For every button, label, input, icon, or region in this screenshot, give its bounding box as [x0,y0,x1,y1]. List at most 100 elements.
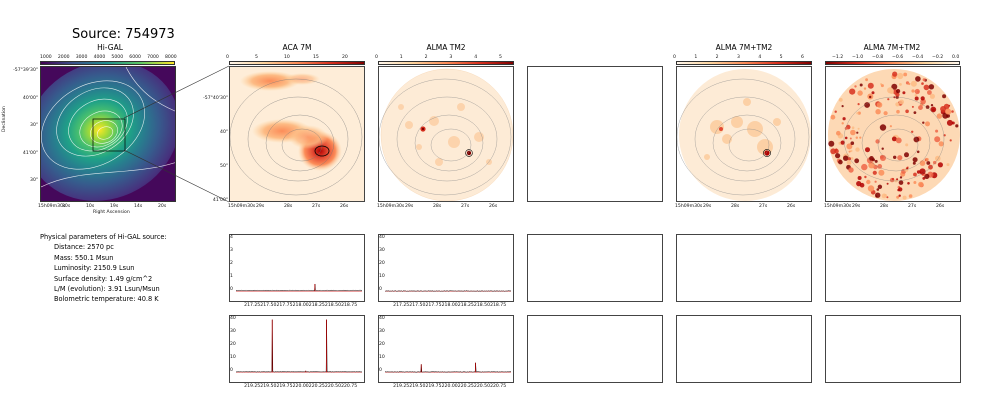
ra-tick-label: 27s [908,204,917,209]
residual-blob [895,137,902,144]
residual-blob [848,167,854,173]
colorbar-tick-label: 1 [399,55,403,60]
colorbar-tick-label: 7000 [147,55,159,60]
residual-blob [854,85,857,88]
physical-params: Physical parameters of Hi-GAL source: Di… [40,232,167,305]
residual-blob [902,91,906,95]
spectrum-almatm2-spw1 [378,234,514,302]
colorbar-tick-label: 0.0 [952,55,960,60]
dec-tick-label: 41'00" [212,198,228,203]
residual-blob [887,87,894,94]
residual-blob [877,184,883,189]
spectrum-y-tick-label: 10 [379,274,385,280]
residual-blob [930,106,937,113]
colorbar-tick-label: 10 [284,55,290,60]
alma7mtm2-title: ALMA 7M+TM2 [715,43,773,52]
residual-blob [911,105,914,108]
residual-blob [846,143,853,150]
spectrum-line [384,362,512,373]
spectrum-x-tick-label: 218.75 [341,303,358,308]
residual-blob [913,136,920,143]
residual-blob [891,136,897,142]
residual-blob [898,180,904,185]
residual-blob [935,129,939,133]
spectrum-x-tick-label: 220.00 [441,384,458,389]
residual-blob [918,105,923,110]
residual-blob [922,78,926,82]
ra-tick-label: 27s [312,204,321,209]
colorbar-tick-label: 0 [375,55,378,60]
spectrum-y-tick-label: 0 [379,368,382,374]
residual-blob [871,91,875,95]
spectrum-x-tick-label: 219.75 [276,384,293,389]
residual-blob [834,110,837,113]
residual-blob [874,159,878,163]
alma7mtm2-colorbar [676,61,812,65]
residual-blob [897,72,904,80]
param-lm-evolution: L/M (evolution): 3.91 Lsun/Msun [54,285,160,294]
residual-blob [919,168,926,175]
almatm2-title: ALMA TM2 [426,43,466,52]
higal-xlabel: Right Ascension [93,210,130,215]
ra-tick-label: 29s [703,204,712,209]
spectrum-y-tick-label: 20 [379,342,385,348]
residual-blob [877,164,883,169]
ra-tick-label: 15h09m30s [228,204,256,209]
residual-blob [857,176,862,180]
higal-ylabel: Declination [2,106,7,132]
colorbar-tick-label: 0 [673,55,676,60]
colorbar-tick-label: 2000 [57,55,70,60]
ra-tick-label: 29s [405,204,414,209]
higal-image [40,66,176,202]
residual-blob [867,82,874,89]
residual-blob [849,88,856,95]
residual-blob [908,82,911,86]
spectrum-x-tick-label: 218.25 [308,303,325,308]
residual-blob [922,121,925,124]
spectrum-x-tick-label: 217.75 [276,303,293,308]
residual-blob [869,156,874,161]
residual-blob [857,90,863,96]
spectrum-x-tick-label: 220.75 [341,384,358,389]
spectrum-y-tick-label: 0 [230,287,233,293]
colorbar-tick-label: 3 [737,55,740,60]
empty-image-panel [527,66,663,202]
spectrum-x-tick-label: 220.00 [292,384,309,389]
residual-blob [884,194,887,197]
spectrum-x-tick-label: 217.75 [425,303,442,308]
dec-tick-label: 40'00" [22,95,38,101]
residual-blob [856,131,859,134]
residual-blob [836,130,841,136]
residual-blob [866,179,871,185]
residual-blob [857,127,860,130]
residual-blob [899,99,904,105]
spectrum-x-tick-label: 218.00 [292,303,309,308]
residual-blob [891,177,895,181]
param-distance: Distance: 2570 pc [54,243,114,252]
colorbar-tick-label: 5 [499,55,502,60]
residual-blob [892,71,898,77]
residual-blob [913,181,917,184]
residual-blob [863,87,867,90]
ra-tick-label: 26s [340,204,349,209]
residual-blob [945,108,952,115]
physical-params-heading: Physical parameters of Hi-GAL source: [40,233,167,241]
residual-blob [848,150,851,153]
colorbar-tick-label: 5000 [111,55,124,60]
residual-blob [951,110,954,113]
ra-tick-label: 27s [759,204,768,209]
residual-blob [887,98,890,101]
colorbar-tick-label: 1 [694,55,698,60]
colorbar-tick-label: 4 [758,55,762,60]
spectrum-x-tick-label: 219.50 [409,384,426,389]
spectrum-x-tick-label: 217.25 [393,303,410,308]
residual-blob [864,175,867,179]
residual-blob [902,195,907,200]
residual-blob [850,149,853,153]
residual-blob [856,112,859,115]
spectrum-y-tick-label: 40 [379,316,385,322]
residual-blob [875,192,881,198]
alma7mtm2-resid-title: ALMA 7M+TM2 [863,43,921,52]
spectrum-y-tick-label: 20 [379,261,385,267]
residual-blob [828,140,835,147]
